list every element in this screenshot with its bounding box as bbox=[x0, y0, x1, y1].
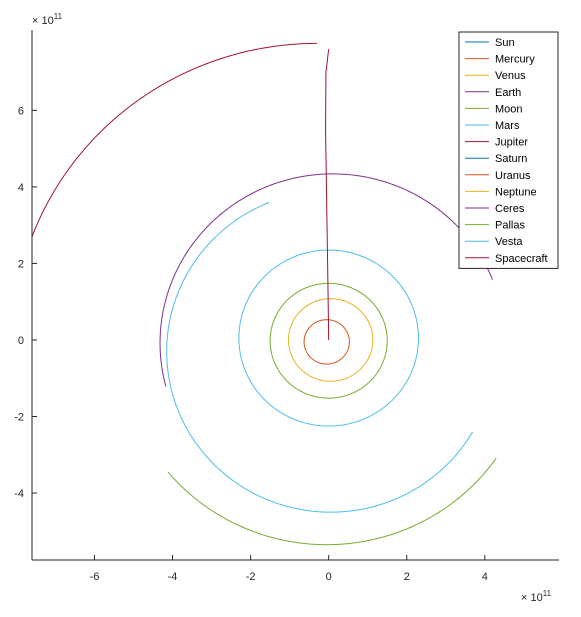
legend-label-spacecraft: Spacecraft bbox=[495, 253, 548, 265]
legend-label-vesta: Vesta bbox=[495, 236, 523, 248]
y-exponent-label: × 1011 bbox=[32, 12, 63, 27]
legend-label-earth: Earth bbox=[495, 87, 521, 99]
legend-label-venus: Venus bbox=[495, 70, 526, 82]
legend-label-pallas: Pallas bbox=[495, 220, 525, 232]
series-line-mars bbox=[238, 249, 419, 427]
axes-layer: -6 -4 -2 0 2 4 -4 -2 0 2 4 6 × 1011 × 1011 bbox=[14, 12, 559, 604]
series-layer bbox=[32, 42, 497, 546]
y-tick-label: 4 bbox=[18, 182, 24, 194]
series-line-venus bbox=[287, 298, 374, 382]
x-tick-label: -4 bbox=[168, 571, 178, 583]
series-line-earth bbox=[159, 173, 494, 387]
y-tick-label: 6 bbox=[18, 105, 24, 117]
x-tick-label: 0 bbox=[326, 571, 332, 583]
legend-label-uranus: Uranus bbox=[495, 170, 531, 182]
y-tick-label: -4 bbox=[14, 488, 24, 500]
legend-label-jupiter: Jupiter bbox=[495, 137, 528, 149]
legend-label-mars: Mars bbox=[495, 120, 520, 132]
legend-label-mercury: Mercury bbox=[495, 54, 535, 66]
x-exponent-label: × 1011 bbox=[521, 589, 552, 604]
legend-label-ceres: Ceres bbox=[495, 203, 525, 215]
y-tick-label: 2 bbox=[18, 258, 24, 270]
legend-label-neptune: Neptune bbox=[495, 186, 537, 198]
series-line-vesta bbox=[166, 201, 474, 513]
legend-label-saturn: Saturn bbox=[495, 153, 527, 165]
series-line-jupiter bbox=[325, 49, 330, 340]
series-line-moon bbox=[269, 282, 388, 399]
legend-label-sun: Sun bbox=[495, 37, 515, 49]
series-line-mercury bbox=[303, 319, 350, 365]
x-tick-label: -6 bbox=[90, 571, 100, 583]
x-tick-label: 4 bbox=[482, 571, 488, 583]
series-line-spacecraft bbox=[32, 42, 317, 239]
legend: Sun Mercury Venus Earth Moon Mars Jupiter Satur… bbox=[458, 31, 559, 269]
y-tick-label: -2 bbox=[14, 411, 24, 423]
legend-box bbox=[458, 31, 559, 269]
x-tick-label: 2 bbox=[404, 571, 410, 583]
x-tick-label: -2 bbox=[246, 571, 256, 583]
y-tick-label: 0 bbox=[18, 335, 24, 347]
legend-label-moon: Moon bbox=[495, 103, 523, 115]
series-line-pallas bbox=[167, 457, 497, 546]
